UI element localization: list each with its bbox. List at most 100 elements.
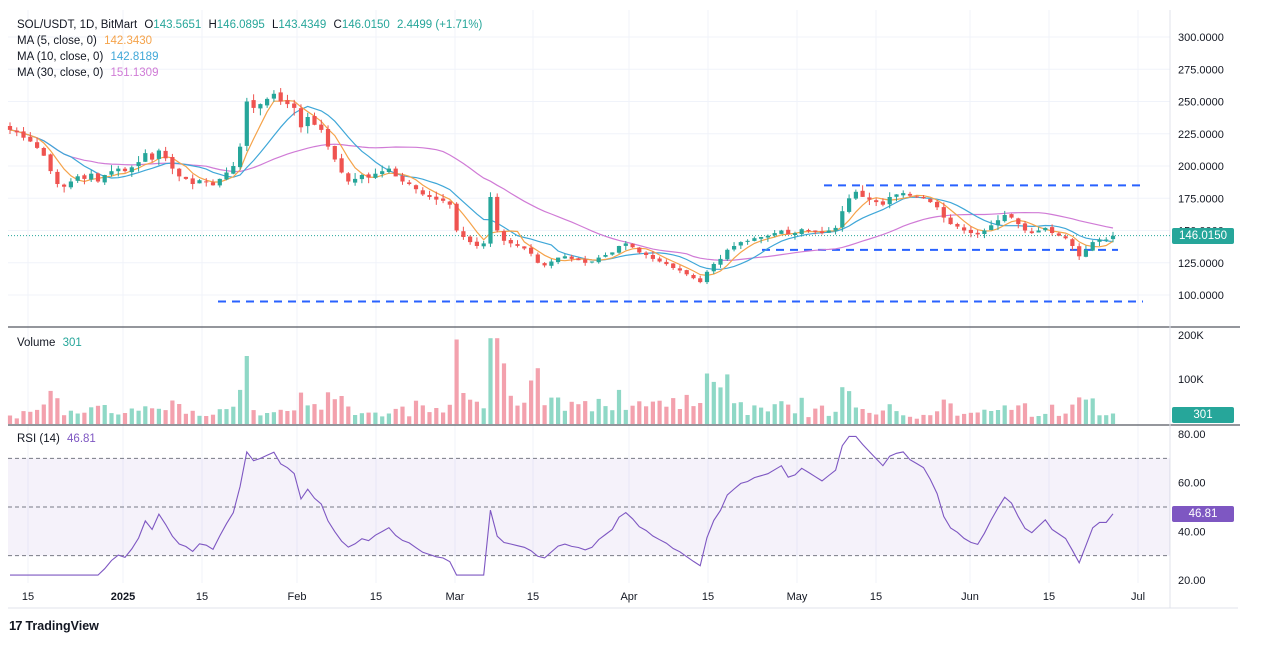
- candle-body: [732, 246, 737, 250]
- candle-body: [650, 255, 655, 259]
- volume-tick-label: 100K: [1178, 374, 1204, 386]
- price-tick-label: 300.0000: [1178, 32, 1224, 44]
- support-resistance-lines: [8, 184, 1170, 303]
- candle-body: [210, 182, 216, 186]
- volume-bar: [806, 417, 811, 424]
- ma5-legend[interactable]: MA (5, close, 0) 142.3430: [17, 33, 156, 49]
- candle-body: [177, 168, 182, 177]
- price-tick-label: 275.0000: [1178, 64, 1224, 76]
- candle-body: [1009, 214, 1014, 218]
- volume-legend[interactable]: Volume 301: [17, 335, 86, 351]
- volume-bar: [1070, 404, 1075, 424]
- volume-bar: [603, 406, 608, 424]
- volume-bar: [853, 407, 858, 424]
- volume-bar: [914, 418, 919, 424]
- volume-bar: [650, 401, 655, 424]
- candle-body: [305, 117, 310, 127]
- candle-body: [989, 225, 994, 231]
- candle-body: [271, 93, 276, 99]
- candle-body: [1077, 246, 1082, 257]
- volume-bar: [258, 415, 263, 424]
- volume-bar: [819, 405, 825, 424]
- candle-body: [353, 178, 358, 183]
- time-tick-label: 15: [196, 591, 208, 603]
- volume-bar: [265, 413, 270, 424]
- candle-body: [217, 178, 222, 186]
- candle-body: [393, 168, 398, 177]
- candle-body: [41, 148, 46, 156]
- volume-bar: [752, 405, 757, 424]
- volume-bar: [82, 412, 87, 424]
- volume-bar: [833, 411, 838, 424]
- volume-bar: [759, 407, 764, 424]
- volume-bar: [840, 387, 845, 424]
- candle-body: [819, 231, 825, 234]
- candle-body: [258, 104, 263, 109]
- candle-body: [860, 190, 865, 197]
- candle-body: [752, 238, 757, 241]
- volume-bar: [745, 415, 750, 424]
- candle-body: [386, 168, 391, 172]
- volume-bar: [373, 412, 378, 424]
- candle-body: [231, 166, 236, 174]
- candle-body: [156, 150, 161, 159]
- candle-body: [982, 230, 987, 234]
- candle-body: [529, 247, 534, 254]
- price-tick-label: 250.0000: [1178, 97, 1224, 109]
- volume-bar: [461, 393, 466, 424]
- volume-bar: [1002, 405, 1007, 424]
- rsi-tick-label: 80.00: [1178, 429, 1206, 441]
- rsi-tick-label: 60.00: [1178, 478, 1206, 490]
- candle-body: [738, 242, 743, 246]
- candle-body: [339, 158, 344, 173]
- volume-bar: [359, 413, 364, 424]
- volume-bar: [995, 410, 1001, 424]
- candle-body: [968, 229, 973, 233]
- volume-bar: [143, 406, 148, 424]
- ma30-legend[interactable]: MA (30, close, 0) 151.1309: [17, 65, 162, 81]
- ma10-legend[interactable]: MA (10, close, 0) 142.8189: [17, 49, 162, 65]
- volume-bar: [718, 387, 723, 424]
- candle-body: [887, 197, 892, 205]
- candle-body: [542, 263, 547, 266]
- volume-bar: [298, 392, 304, 424]
- candle-body: [556, 257, 561, 263]
- volume-bar: [1097, 415, 1102, 424]
- volume-bar: [1063, 413, 1068, 424]
- candle-body: [413, 185, 419, 190]
- volume-bar: [562, 410, 567, 424]
- price-tick-label: 225.0000: [1178, 129, 1224, 141]
- candle-body: [1050, 227, 1055, 233]
- candle-body: [616, 246, 622, 253]
- volume-tick-label: 200K: [1178, 330, 1204, 342]
- candle-body: [921, 197, 926, 199]
- volume-bar: [325, 392, 331, 424]
- candle-body: [630, 243, 635, 248]
- tradingview-brand[interactable]: 17 TradingView: [9, 618, 99, 633]
- volume-bar: [935, 411, 940, 424]
- volume-bar: [982, 409, 987, 424]
- candle-body: [190, 178, 195, 184]
- volume-bar: [962, 413, 967, 424]
- volume-bar: [48, 390, 53, 424]
- candle-body: [576, 258, 581, 261]
- candle-body: [907, 193, 913, 196]
- volume-bar: [89, 407, 94, 424]
- volume-bar: [447, 404, 452, 424]
- candle-body: [1090, 242, 1095, 251]
- candle-body: [1029, 231, 1034, 234]
- candle-body: [474, 241, 479, 246]
- volume-bar: [156, 408, 161, 424]
- ma5-line: [9, 99, 1114, 277]
- volume-bar: [921, 414, 926, 424]
- candle-body: [833, 227, 838, 231]
- candle-body: [610, 252, 615, 255]
- volume-bar: [68, 410, 73, 424]
- candle-body: [224, 172, 229, 180]
- candle-body: [265, 98, 270, 106]
- volume-bar: [867, 412, 872, 424]
- volume-bars: [7, 338, 1116, 424]
- volume-bar: [35, 409, 40, 424]
- rsi-legend[interactable]: RSI (14) 46.81: [17, 431, 100, 447]
